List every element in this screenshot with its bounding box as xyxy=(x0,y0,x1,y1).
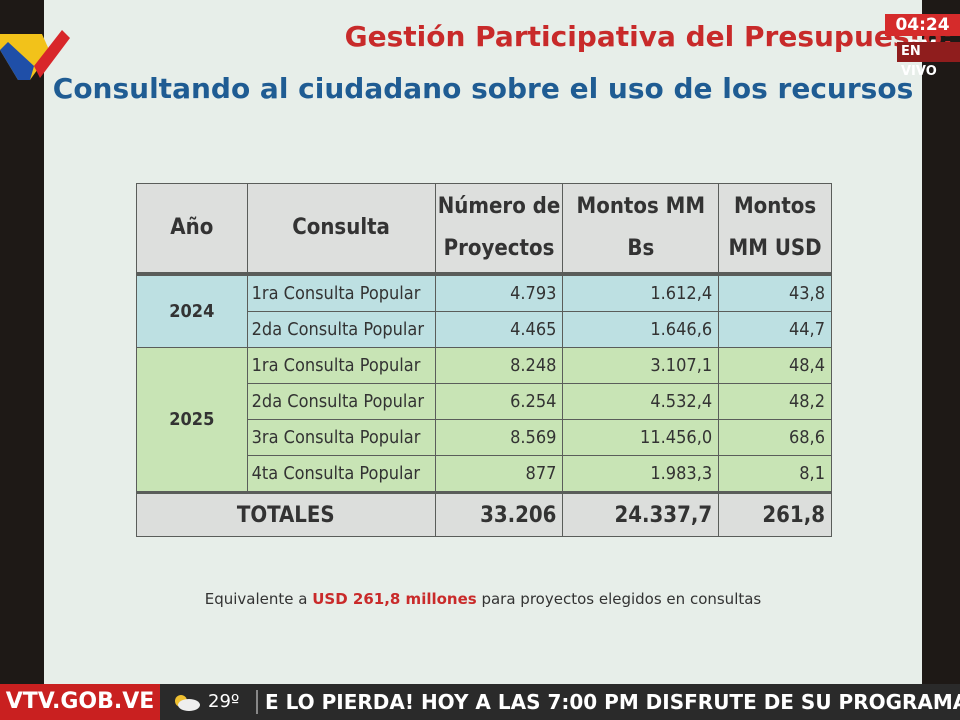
bs-cell: 1.983,3 xyxy=(562,455,720,493)
ticker-divider xyxy=(256,690,258,714)
footnote-text-before: Equivalente a xyxy=(204,590,313,608)
consulta-cell: 1ra Consulta Popular xyxy=(246,347,436,384)
totals-usd: 261,8 xyxy=(718,491,832,537)
proyectos-cell: 8.248 xyxy=(434,347,564,384)
broadcast-clock: 04:24 PM xyxy=(885,14,960,57)
consulta-cell: 2da Consulta Popular xyxy=(246,311,436,348)
table-row: 4ta Consulta Popular 877 1.983,3 8,1 xyxy=(137,455,832,493)
slide-title: Gestión Participativa del Presupuesto: xyxy=(344,20,954,53)
video-frame-right xyxy=(922,0,960,684)
bs-cell: 3.107,1 xyxy=(562,347,720,384)
proyectos-cell: 4.793 xyxy=(434,273,564,312)
vtv-logo-icon xyxy=(0,30,70,80)
video-frame-left xyxy=(0,0,44,684)
usd-cell: 8,1 xyxy=(718,455,832,493)
budget-table: Año Consulta Número de Proyectos Montos … xyxy=(136,183,832,537)
proyectos-cell: 877 xyxy=(434,455,564,493)
slide-subtitle: Consultando al ciudadano sobre el uso de… xyxy=(52,72,914,105)
totals-proyectos: 33.206 xyxy=(434,491,564,537)
header-usd: Montos MM USD xyxy=(718,183,832,276)
news-ticker-bar: VTV.GOB.VE 29º E LO PIERDA! HOY A LAS 7:… xyxy=(0,684,960,720)
header-year: Año xyxy=(136,183,248,276)
consulta-cell: 3ra Consulta Popular xyxy=(246,419,436,456)
table-row: 2da Consulta Popular 6.254 4.532,4 48,2 xyxy=(137,383,832,420)
table-row: 2da Consulta Popular 4.465 1.646,6 44,7 xyxy=(137,311,832,348)
totals-label: TOTALES xyxy=(136,491,436,537)
table-row: 2025 1ra Consulta Popular 8.248 3.107,1 … xyxy=(136,347,832,493)
channel-brand: VTV.GOB.VE xyxy=(0,684,160,720)
usd-cell: 48,4 xyxy=(718,347,832,384)
header-consulta: Consulta xyxy=(246,183,436,276)
year-cell-2025: 2025 xyxy=(136,347,248,493)
consulta-cell: 1ra Consulta Popular xyxy=(246,273,436,312)
bs-cell: 4.532,4 xyxy=(562,383,720,420)
partly-cloudy-icon xyxy=(175,695,200,711)
temperature: 29º xyxy=(208,691,240,712)
footnote-text-after: para proyectos elegidos en consultas xyxy=(476,590,762,608)
proyectos-cell: 6.254 xyxy=(434,383,564,420)
consulta-cell: 2da Consulta Popular xyxy=(246,383,436,420)
totals-row: TOTALES 33.206 24.337,7 261,8 xyxy=(136,491,832,537)
bs-cell: 11.456,0 xyxy=(562,419,720,456)
table-row: 2024 1ra Consulta Popular 4.793 1.612,4 … xyxy=(136,273,832,348)
usd-cell: 43,8 xyxy=(718,273,832,312)
proyectos-cell: 8.569 xyxy=(434,419,564,456)
footnote: Equivalente a USD 261,8 millones para pr… xyxy=(44,590,922,608)
presentation-slide: Gestión Participativa del Presupuesto: C… xyxy=(44,0,953,684)
usd-cell: 68,6 xyxy=(718,419,832,456)
table-header-row: Año Consulta Número de Proyectos Montos … xyxy=(136,183,832,276)
header-bs: Montos MM Bs xyxy=(562,183,720,276)
totals-bs: 24.337,7 xyxy=(562,491,720,537)
consulta-cell: 4ta Consulta Popular xyxy=(246,455,436,493)
bs-cell: 1.646,6 xyxy=(562,311,720,348)
header-proyectos: Número de Proyectos xyxy=(434,183,564,276)
table-row: 3ra Consulta Popular 8.569 11.456,0 68,6 xyxy=(137,419,832,456)
bs-cell: 1.612,4 xyxy=(562,273,720,312)
usd-cell: 44,7 xyxy=(718,311,832,348)
footnote-highlight: USD 261,8 millones xyxy=(312,590,477,608)
year-cell-2024: 2024 xyxy=(136,273,248,348)
live-badge: EN VIVO xyxy=(897,42,960,79)
ticker-text: E LO PIERDA! HOY A LAS 7:00 PM DISFRUTE … xyxy=(265,690,960,714)
proyectos-cell: 4.465 xyxy=(434,311,564,348)
usd-cell: 48,2 xyxy=(718,383,832,420)
